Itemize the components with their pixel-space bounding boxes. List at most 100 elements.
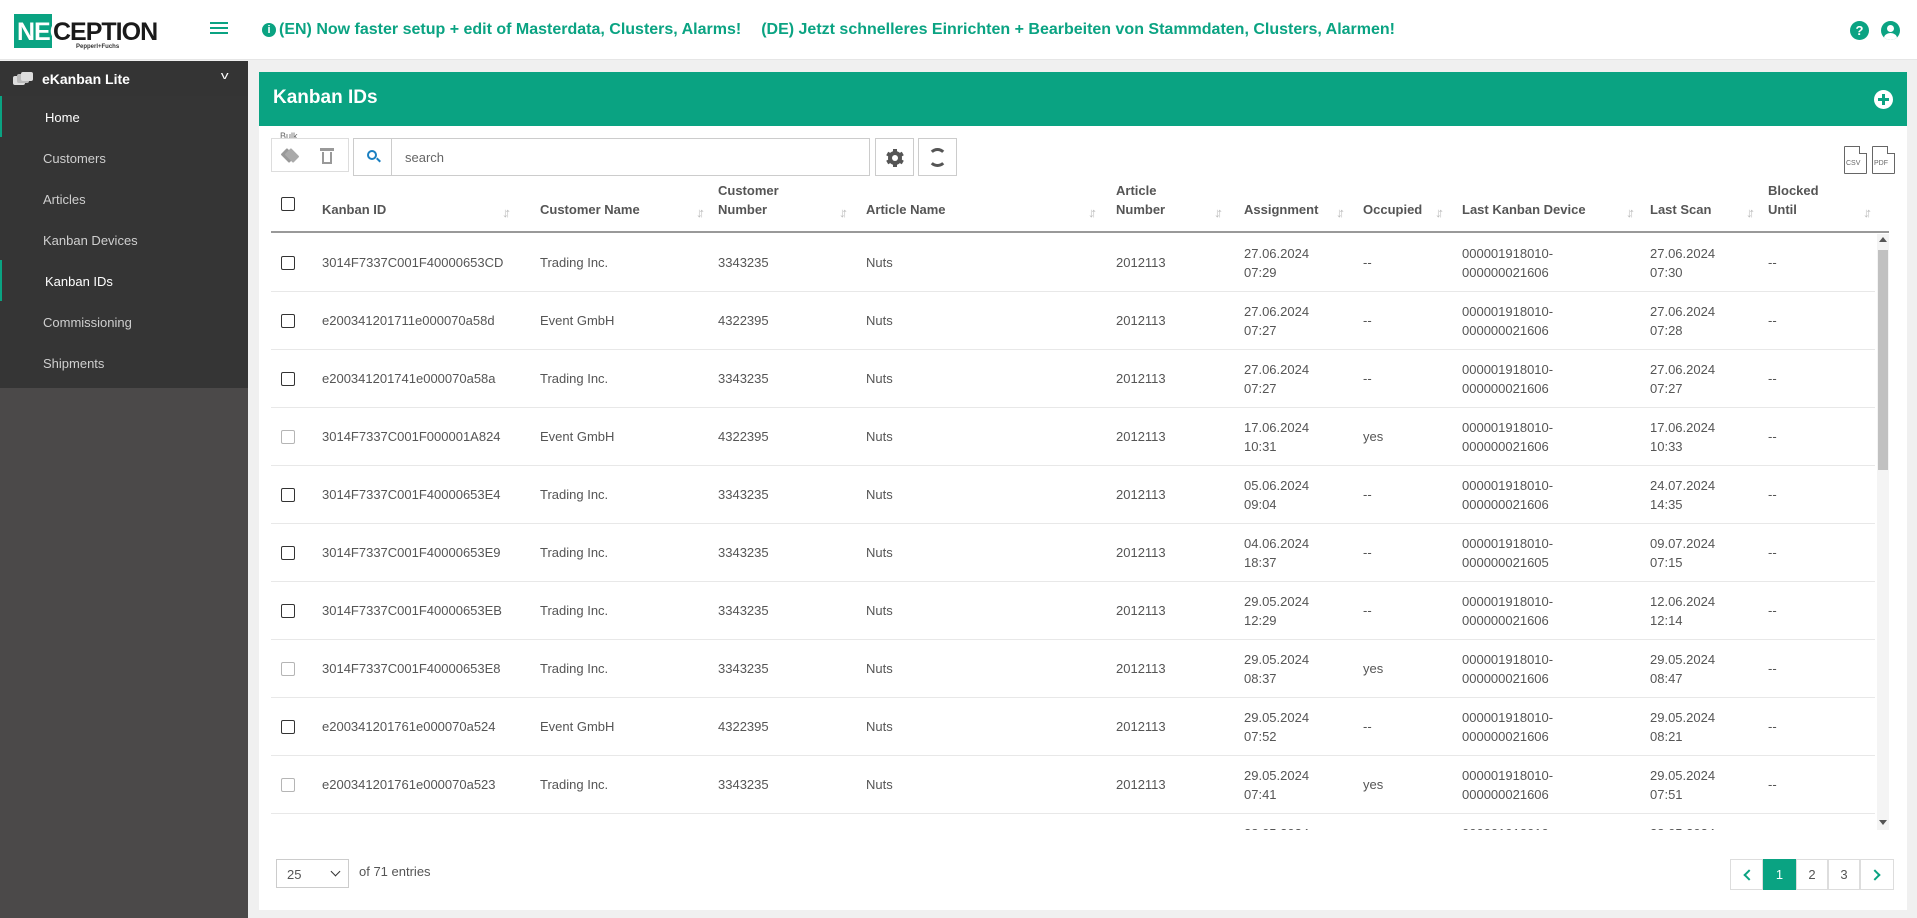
scrollbar-thumb[interactable] — [1878, 250, 1888, 470]
cell-article-name: Nuts — [866, 313, 893, 328]
pdf-export-icon[interactable]: PDF — [1872, 146, 1895, 174]
page-3-button[interactable]: 3 — [1828, 859, 1860, 890]
table-row[interactable]: 3014F7337C001F40000653E9 Trading Inc. 3343… — [271, 524, 1875, 582]
table-row[interactable]: e200341201711e000070a58d Event GmbH 432239… — [271, 292, 1875, 350]
logo-ception-text: CEPTION — [53, 18, 158, 46]
sidebar-app-header[interactable]: eKanban Lite v — [0, 61, 248, 96]
neoception-logo[interactable]: NEO CEPTION Pepperl+Fuchs — [14, 8, 158, 52]
column-assignment[interactable]: Assignment ↓↑ — [1244, 202, 1345, 220]
row-checkbox[interactable] — [281, 314, 295, 328]
column-occupied[interactable]: Occupied ↓↑ — [1363, 202, 1444, 220]
top-bar: NEO CEPTION Pepperl+Fuchs i (EN) Now fast… — [0, 0, 1917, 60]
search-icon[interactable] — [354, 139, 392, 175]
sidebar-item-customers[interactable]: Customers — [0, 137, 248, 178]
settings-button[interactable] — [875, 138, 914, 176]
column-blocked-until[interactable]: Blocked Until ↓↑ — [1768, 183, 1872, 220]
menu-toggle-icon[interactable] — [210, 20, 228, 38]
cell-occupied: -- — [1363, 603, 1372, 618]
column-kanban-id[interactable]: Kanban ID ↓↑ — [322, 202, 511, 220]
sidebar-item-kanban-ids[interactable]: Kanban IDs — [0, 260, 248, 301]
column-article-number[interactable]: Article Number ↓↑ — [1116, 183, 1223, 220]
trash-icon[interactable] — [320, 148, 334, 164]
page-2-button[interactable]: 2 — [1796, 859, 1828, 890]
add-kanban-id-icon[interactable] — [1874, 90, 1893, 109]
csv-export-icon[interactable]: CSV — [1844, 146, 1867, 174]
logo-box — [14, 14, 52, 48]
cell-occupied: -- — [1363, 255, 1372, 270]
table-row[interactable]: e200341201741e000070a58a Trading Inc. 3343… — [271, 350, 1875, 408]
user-account-icon[interactable] — [1881, 21, 1900, 40]
cell-assignment: 29.05.2024 07:41 — [1244, 768, 1310, 802]
cell-article-number: 2012113 — [1116, 545, 1166, 560]
sidebar-item-home[interactable]: Home — [0, 96, 248, 137]
sort-icon: ↓↑ — [1863, 205, 1872, 220]
help-icon[interactable]: ? — [1850, 21, 1869, 40]
table-row[interactable]: 3014F7337C001F40000653E4 Trading Inc. 3343… — [271, 466, 1875, 524]
column-last-scan[interactable]: Last Scan ↓↑ — [1650, 202, 1755, 220]
cell-assignment: 27.06.2024 07:27 — [1244, 304, 1310, 338]
table-row[interactable]: 3014F7337C001F40000653EB Trading Inc. 3343… — [271, 582, 1875, 640]
row-checkbox[interactable] — [281, 372, 295, 386]
cell-last-kanban-device: 000001918010- 000000021606 — [1462, 246, 1554, 280]
row-checkbox[interactable] — [281, 430, 295, 444]
cell-article-number: 2012113 — [1116, 603, 1166, 618]
cell-kanban-id: 3014F7337C001F40000653E9 — [322, 545, 501, 560]
table-row[interactable]: e200341201761e000070a524 Event GmbH 432239… — [271, 698, 1875, 756]
chevron-left-icon — [1742, 869, 1755, 881]
refresh-button[interactable] — [918, 138, 957, 176]
column-customer-number[interactable]: Customer Number ↓↑ — [718, 183, 848, 220]
table-row[interactable]: 3014F7337C001F40000653CD Trading Inc. 3343… — [271, 234, 1875, 292]
sidebar-item-shipments[interactable]: Shipments — [0, 342, 248, 383]
cell-blocked-until: -- — [1768, 719, 1777, 734]
sort-icon: ↓↑ — [502, 205, 511, 220]
table-row[interactable]: e200341201761e000070a523 Trading Inc. 3343… — [271, 756, 1875, 814]
page-size-select[interactable]: 25 — [276, 859, 349, 888]
search-input[interactable] — [393, 139, 869, 175]
scroll-down-arrow-icon[interactable] — [1879, 820, 1887, 825]
row-checkbox[interactable] — [281, 662, 295, 676]
next-page-button[interactable] — [1860, 859, 1894, 890]
row-checkbox[interactable] — [281, 604, 295, 618]
scroll-up-arrow-icon[interactable] — [1879, 237, 1887, 242]
cell-assignment: 27.06.2024 07:27 — [1244, 362, 1310, 396]
cell-blocked-until: -- — [1768, 313, 1777, 328]
row-checkbox[interactable] — [281, 546, 295, 560]
row-checkbox[interactable] — [281, 256, 295, 270]
sidebar-item-commissioning[interactable]: Commissioning — [0, 301, 248, 342]
cell-article-number: 2012113 — [1116, 429, 1166, 444]
select-all-checkbox[interactable] — [281, 197, 295, 211]
sidebar-item-label: Kanban IDs — [45, 274, 113, 289]
cell-customer-number: 3343235 — [718, 603, 769, 618]
row-checkbox[interactable] — [281, 488, 295, 502]
sidebar-item-articles[interactable]: Articles — [0, 178, 248, 219]
cell-customer-number: 3343235 — [718, 255, 769, 270]
table-row[interactable]: 3014F7337C001F40000653E8 Trading Inc. 3343… — [271, 640, 1875, 698]
sidebar-item-label: Commissioning — [43, 315, 132, 330]
cell-last-scan: 27.06.2024 07:27 — [1650, 362, 1716, 396]
page-1-button[interactable]: 1 — [1763, 859, 1796, 890]
cell-kanban-id: 3014F7337C001F40000653EB — [322, 603, 502, 618]
row-checkbox[interactable] — [281, 720, 295, 734]
sidebar-item-kanban-devices[interactable]: Kanban Devices — [0, 219, 248, 260]
table-header: Kanban ID ↓↑ Customer Name ↓↑ Customer Numb… — [271, 178, 1889, 233]
column-customer-name[interactable]: Customer Name ↓↑ — [540, 202, 705, 220]
cell-kanban-id: e200341201761e000070a524 — [322, 719, 496, 734]
previous-page-button[interactable] — [1730, 859, 1763, 890]
cell-customer-number: 4322395 — [718, 719, 769, 734]
table-row[interactable]: 3014F7337C001F000001A824 Event GmbH 432239… — [271, 408, 1875, 466]
cell-customer-name: Event GmbH — [540, 719, 615, 734]
table-scrollbar[interactable] — [1877, 234, 1889, 830]
column-last-kanban-device[interactable]: Last Kanban Device ↓↑ — [1462, 202, 1635, 220]
column-article-name[interactable]: Article Name ↓↑ — [866, 202, 1097, 220]
panel-header: Kanban IDs — [259, 72, 1907, 126]
cell-occupied: -- — [1363, 487, 1372, 502]
cell-customer-number: 3343235 — [718, 777, 769, 792]
cell-article-number: 2012113 — [1116, 661, 1166, 676]
table-row[interactable]: 28.05.2024 000001918010- 28.05.2024 — [271, 814, 1875, 830]
cell-article-name: Nuts — [866, 661, 893, 676]
cell-customer-number: 4322395 — [718, 429, 769, 444]
cell-customer-number: 3343235 — [718, 545, 769, 560]
row-checkbox[interactable] — [281, 778, 295, 792]
cell-occupied: yes — [1363, 777, 1384, 792]
tag-icon[interactable] — [280, 148, 300, 164]
